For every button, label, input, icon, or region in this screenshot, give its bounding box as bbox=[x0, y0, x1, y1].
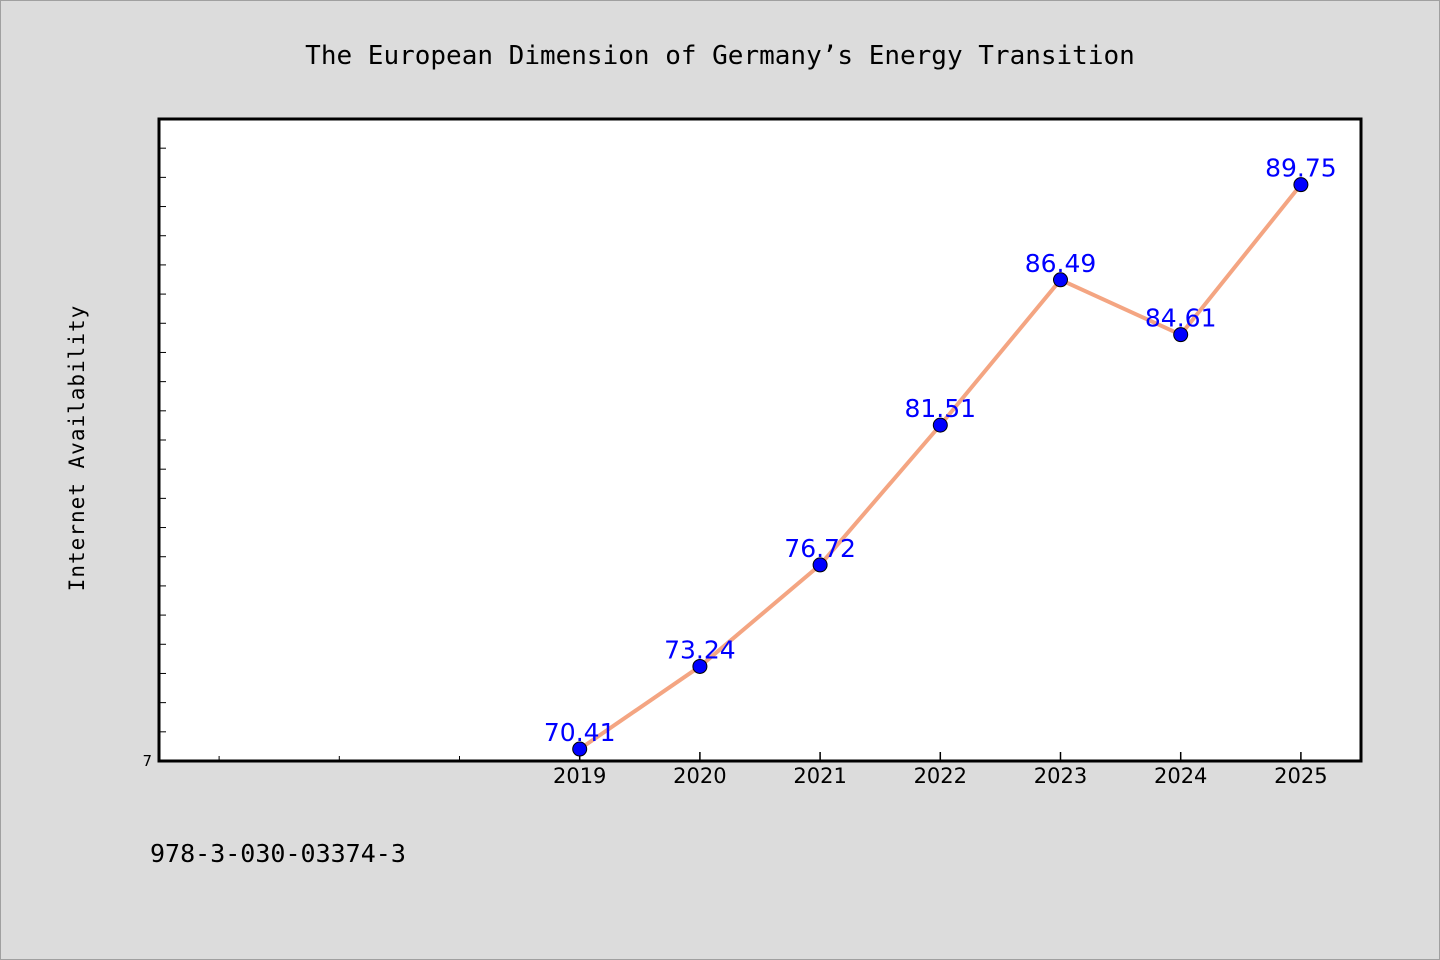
data-label: 81.51 bbox=[905, 394, 977, 423]
data-point bbox=[572, 741, 588, 757]
data-label: 76.72 bbox=[784, 534, 856, 563]
y-tick-label: 7 bbox=[142, 752, 152, 770]
data-label: 89.75 bbox=[1265, 154, 1337, 183]
x-tick-label: 2019 bbox=[553, 764, 606, 788]
data-label: 70.41 bbox=[544, 718, 616, 747]
y-axis-label: Internet Availability bbox=[65, 305, 89, 592]
data-label: 84.61 bbox=[1145, 304, 1217, 333]
x-tick-label: 2024 bbox=[1154, 764, 1207, 788]
x-tick-label: 2021 bbox=[793, 764, 846, 788]
plot-area bbox=[157, 117, 1363, 763]
x-tick-label: 2020 bbox=[673, 764, 726, 788]
data-point bbox=[692, 658, 708, 674]
x-axis-ticks: 2019 2020 2021 2022 2023 2024 2025 bbox=[218, 752, 1328, 788]
series-markers bbox=[572, 177, 1309, 757]
isbn-footer: 978-3-030-03374-3 bbox=[150, 839, 406, 868]
x-tick-label: 2022 bbox=[914, 764, 967, 788]
data-labels: 70.41 73.24 76.72 81.51 86.49 84.61 89.75 bbox=[544, 154, 1337, 747]
data-point bbox=[1053, 272, 1068, 288]
x-tick-label: 2025 bbox=[1274, 764, 1327, 788]
data-point bbox=[812, 557, 828, 573]
chart-title: The European Dimension of Germany’s Ener… bbox=[305, 41, 1135, 71]
data-label: 73.24 bbox=[664, 635, 736, 664]
data-point bbox=[1293, 177, 1309, 193]
x-tick-label: 2023 bbox=[1034, 764, 1087, 788]
data-point bbox=[932, 417, 948, 433]
data-label: 86.49 bbox=[1025, 249, 1097, 278]
y-axis-ticks: 7 bbox=[142, 147, 166, 770]
data-point bbox=[1173, 327, 1189, 343]
